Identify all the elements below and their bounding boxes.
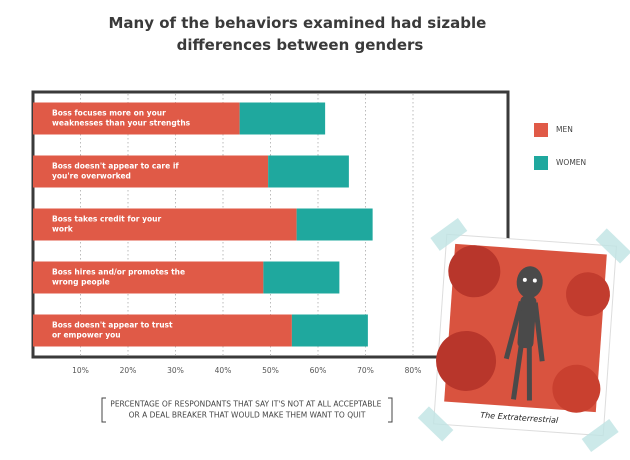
x-tick-label: 50% xyxy=(262,366,279,375)
bar-segment xyxy=(296,208,373,241)
bar-segment xyxy=(33,314,292,347)
photo-blob xyxy=(436,330,497,391)
tape xyxy=(417,406,454,442)
alien-limbs xyxy=(503,301,545,401)
x-label-bracket xyxy=(101,397,393,423)
alien-eye xyxy=(532,278,537,283)
alien-body xyxy=(517,295,537,349)
bar-segment xyxy=(239,102,326,135)
bar-segment xyxy=(33,261,264,294)
tape xyxy=(581,419,619,452)
bar-label: Boss hires and/or promotes the wrong peo… xyxy=(52,268,188,287)
bar-label: Boss doesn't appear to trust or empower … xyxy=(52,321,175,340)
bar-segment xyxy=(263,261,340,294)
legend-swatch xyxy=(534,156,548,170)
legend-label: WOMEN xyxy=(556,158,586,167)
photo-blob xyxy=(448,245,501,298)
legend-swatch xyxy=(534,123,548,137)
bar-label: Boss doesn't appear to care if you're ov… xyxy=(52,162,181,181)
legend-label: MEN xyxy=(556,125,573,134)
bar-segment xyxy=(33,155,269,188)
x-axis-label: PERCENTAGE OF RESPONDANTS THAT SAY IT'S … xyxy=(110,400,383,420)
x-tick-label: 30% xyxy=(167,366,184,375)
photo-blob xyxy=(565,272,610,317)
tape xyxy=(430,217,468,251)
bar-segment xyxy=(33,208,297,241)
x-tick-label: 80% xyxy=(405,366,422,375)
bar-segment xyxy=(268,155,349,188)
x-tick-label: 20% xyxy=(120,366,137,375)
tape xyxy=(595,228,630,264)
alien-head xyxy=(516,266,543,299)
x-tick-label: 60% xyxy=(310,366,327,375)
bar-label: Boss focuses more on your weaknesses tha… xyxy=(52,109,191,128)
bar-segment xyxy=(291,314,368,347)
photo: The Extraterrestrial xyxy=(417,217,630,452)
chart-title: Many of the behaviors examined had sizab… xyxy=(108,14,491,54)
alien-eye xyxy=(522,277,527,282)
x-tick-label: 70% xyxy=(357,366,374,375)
x-tick-label: 10% xyxy=(72,366,89,375)
bar-label: Boss takes credit for your work xyxy=(52,215,164,234)
x-tick-label: 40% xyxy=(215,366,232,375)
photo-blob xyxy=(552,364,601,413)
bar-segment xyxy=(33,102,240,135)
